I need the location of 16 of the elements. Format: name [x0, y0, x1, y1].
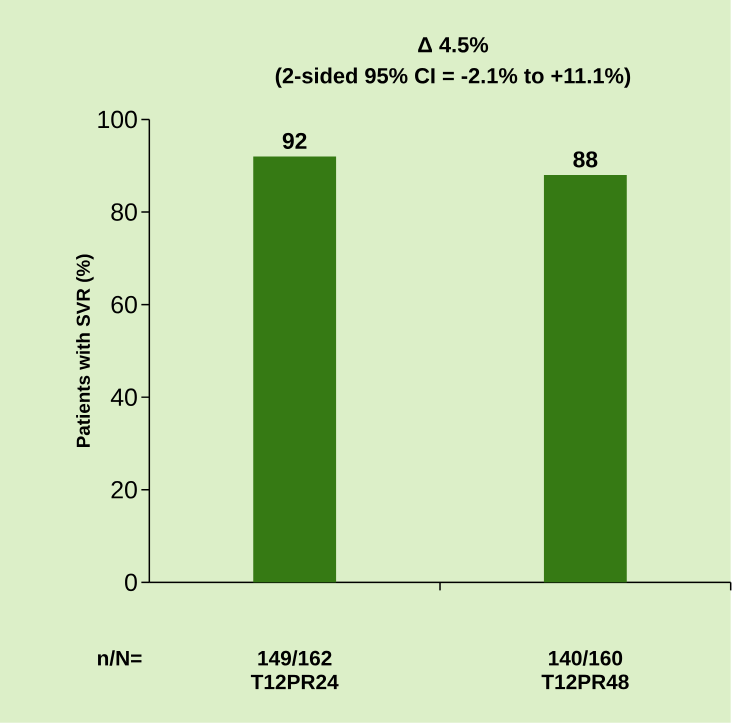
y-tick-label: 20 [112, 481, 137, 499]
data-label: 92 [282, 132, 306, 150]
y-tick-label: 80 [111, 203, 137, 221]
text: n/N= [98, 650, 142, 666]
x-tick-label: T12PR48 [542, 674, 629, 690]
chart-title: Δ 4.5% [418, 37, 488, 53]
y-axis-title: Patients with SVR (%) [76, 254, 94, 448]
chart-subtitle: (2-sided 95% CI = -2.1% to +11.1%) [276, 68, 630, 88]
x-tick-label: T12PR24 [250, 674, 339, 690]
y-tick-label: 60 [112, 296, 137, 314]
data-label: 88 [573, 152, 598, 168]
y-tick-label: 100 [98, 110, 137, 128]
y-tick-label: 40 [110, 388, 137, 406]
text: 140/160 [549, 650, 622, 666]
y-tick-label: 0 [125, 574, 137, 592]
text: 149/162 [258, 650, 332, 666]
